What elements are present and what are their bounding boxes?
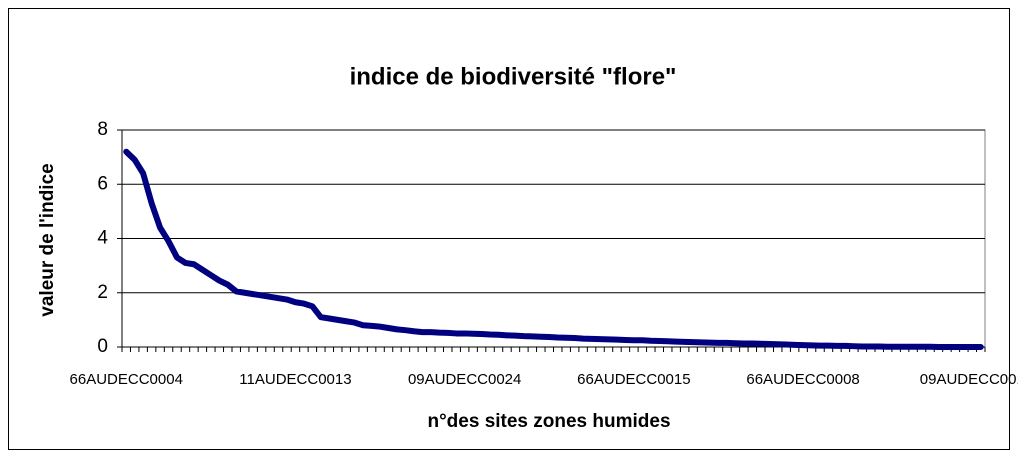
y-tick-label: 8 (97, 119, 108, 140)
y-tick-label: 2 (97, 282, 108, 303)
x-tick-label: 66AUDECC0008 (746, 371, 859, 388)
x-axis-label: n°des sites zones humides (427, 411, 670, 432)
data-line (123, 148, 984, 350)
y-axis-label: valeur de l'indice (37, 163, 58, 316)
x-tick-label: 66AUDECC0004 (70, 371, 183, 388)
x-tick-label: 11AUDECC0013 (239, 371, 351, 388)
x-tick-label: 09AUDECC0024 (408, 371, 521, 388)
x-tick-label: 09AUDECC001 (920, 371, 1018, 388)
x-tick-label: 66AUDECC0015 (577, 371, 690, 388)
y-tick-label: 0 (97, 336, 108, 357)
y-tick-label: 6 (97, 173, 108, 194)
y-tick-label: 4 (97, 228, 108, 249)
chart-title: indice de biodiversité "flore" (350, 63, 677, 90)
